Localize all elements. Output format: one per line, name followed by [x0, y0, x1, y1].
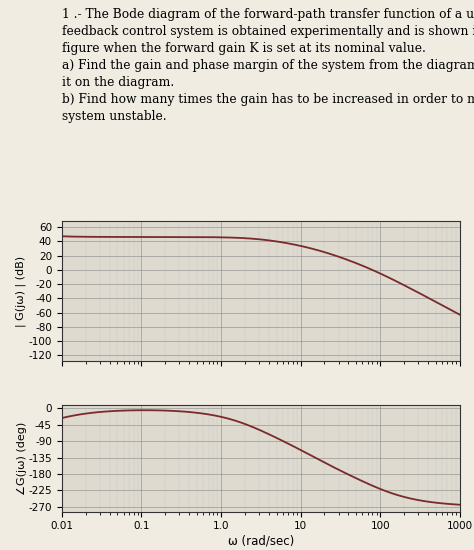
Y-axis label: | G(jω) | (dB): | G(jω) | (dB)	[15, 256, 26, 327]
X-axis label: ω (rad/sec): ω (rad/sec)	[228, 534, 294, 547]
Y-axis label: ∠G(jω) (deg): ∠G(jω) (deg)	[17, 422, 27, 495]
Text: 1 .- The Bode diagram of the forward-path transfer function of a unity-
feedback: 1 .- The Bode diagram of the forward-pat…	[62, 8, 474, 123]
